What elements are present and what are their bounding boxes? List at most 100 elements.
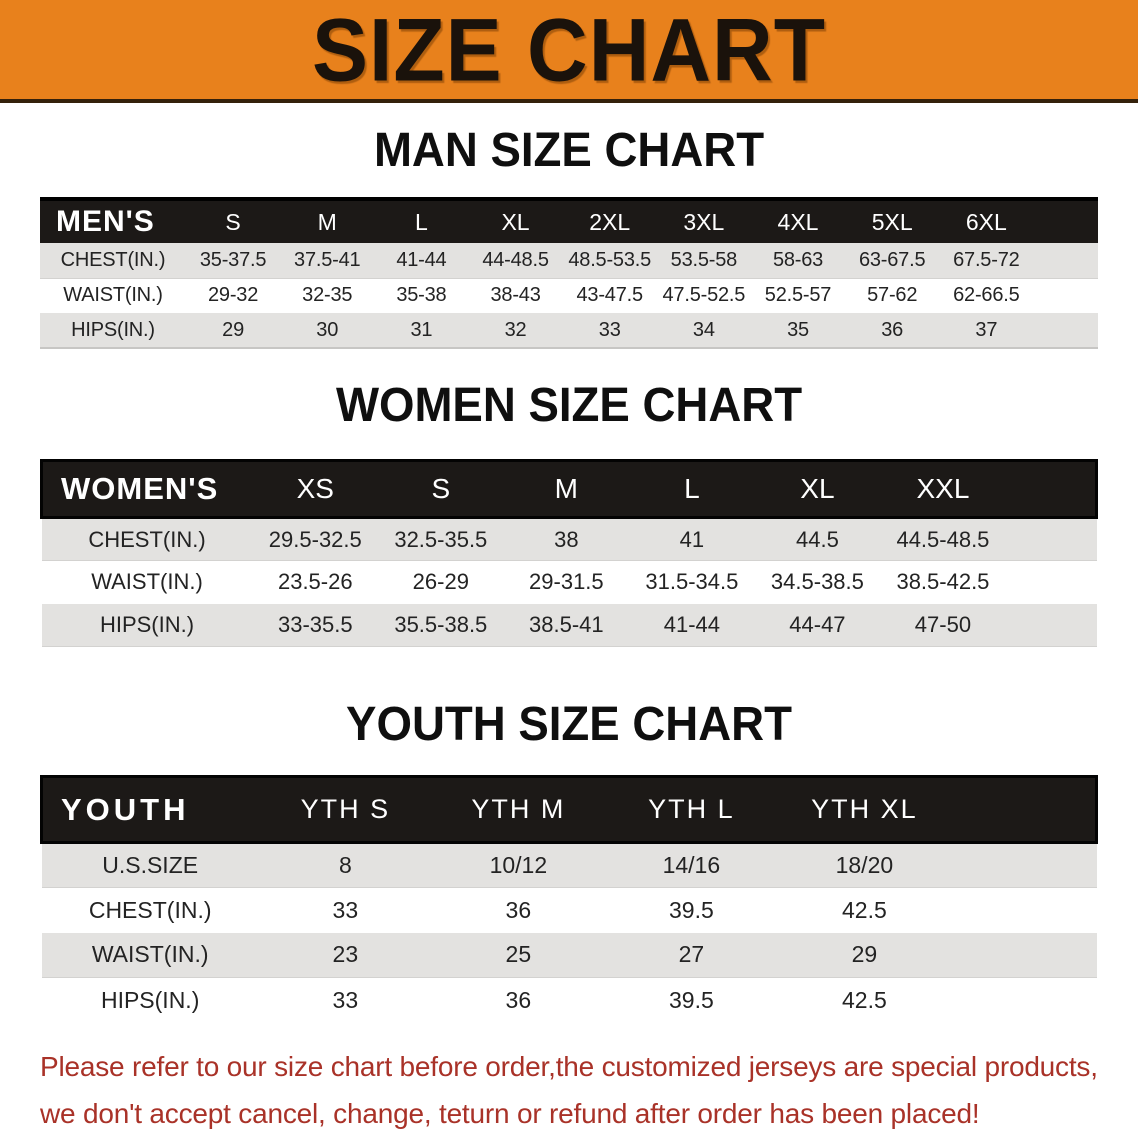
size-cell: 36: [431, 887, 605, 933]
size-cell: 36: [845, 313, 940, 349]
men-hips-row: HIPS(IN.) 29 30 31 32 33 34 35 36 37: [40, 313, 1098, 349]
youth-col-s: YTH S: [258, 775, 432, 844]
men-waist-row: WAIST(IN.) 29-32 32-35 35-38 38-43 43-47…: [40, 278, 1098, 313]
youth-hips-row: HIPS(IN.) 33 36 39.5 42.5: [41, 977, 1097, 1023]
size-cell: 30: [280, 313, 375, 349]
size-cell: 8: [258, 842, 432, 888]
size-cell: 33: [562, 313, 657, 349]
men-chest-row: CHEST(IN.) 35-37.5 37.5-41 41-44 44-48.5…: [40, 243, 1098, 279]
women-col-xxl: XXL: [880, 459, 1006, 519]
size-cell: 36: [431, 977, 605, 1023]
size-cell: 23: [258, 932, 432, 978]
size-cell: 33: [258, 887, 432, 933]
size-cell: 29: [777, 932, 951, 978]
row-spacer: [1033, 278, 1098, 313]
men-col-l: L: [374, 197, 469, 243]
size-cell: 26-29: [378, 560, 504, 604]
size-cell: 32.5-35.5: [378, 517, 504, 561]
youth-table-label: YOUTH: [39, 775, 259, 844]
row-spacer: [950, 932, 1097, 978]
size-cell: 18/20: [777, 842, 951, 888]
size-cell: 44-48.5: [468, 243, 563, 279]
size-cell: 38: [503, 517, 630, 561]
size-cell: 33-35.5: [252, 603, 379, 647]
row-spacer: [1005, 517, 1097, 561]
women-size-table: WOMEN'S XS S M L XL XXL CHEST(IN.) 29.5-…: [39, 459, 1098, 647]
women-chest-row: CHEST(IN.) 29.5-32.5 32.5-35.5 38 41 44.…: [41, 517, 1097, 561]
women-hips-row: HIPS(IN.) 33-35.5 35.5-38.5 38.5-41 41-4…: [41, 603, 1097, 647]
row-label: WAIST(IN.): [41, 932, 259, 978]
size-cell: 52.5-57: [750, 278, 846, 313]
women-col-s: S: [378, 459, 504, 519]
size-cell: 35.5-38.5: [378, 603, 504, 647]
size-cell: 29: [186, 313, 281, 349]
men-col-2xl: 2XL: [562, 197, 657, 243]
size-cell: 32: [468, 313, 563, 349]
women-header-row: WOMEN'S XS S M L XL XXL: [39, 459, 1098, 519]
size-cell: 39.5: [604, 887, 778, 933]
youth-size-table: YOUTH YTH S YTH M YTH L YTH XL U.S.SIZE …: [39, 775, 1098, 1023]
size-cell: 57-62: [845, 278, 940, 313]
size-cell: 58-63: [750, 243, 846, 279]
size-cell: 63-67.5: [845, 243, 940, 279]
row-label: U.S.SIZE: [41, 842, 259, 888]
men-col-s: S: [186, 197, 281, 243]
row-spacer: [1033, 243, 1098, 279]
row-spacer: [1005, 603, 1097, 647]
size-cell: 27: [604, 932, 778, 978]
women-col-m: M: [503, 459, 630, 519]
size-cell: 29.5-32.5: [252, 517, 379, 561]
men-header-row: MEN'S S M L XL 2XL 3XL 4XL 5XL 6XL: [40, 197, 1098, 243]
size-cell: 42.5: [777, 977, 951, 1023]
size-cell: 37: [939, 313, 1034, 349]
row-label: HIPS(IN.): [41, 603, 253, 647]
men-section-heading: MAN SIZE CHART: [373, 124, 765, 177]
size-cell: 42.5: [777, 887, 951, 933]
size-cell: 25: [431, 932, 605, 978]
size-cell: 41-44: [629, 603, 755, 647]
size-cell: 23.5-26: [252, 560, 379, 604]
size-cell: 35: [750, 313, 846, 349]
youth-ussize-row: U.S.SIZE 8 10/12 14/16 18/20: [41, 842, 1097, 888]
size-cell: 31.5-34.5: [629, 560, 755, 604]
men-size-table: MEN'S S M L XL 2XL 3XL 4XL 5XL 6XL CHEST…: [40, 197, 1098, 349]
youth-waist-row: WAIST(IN.) 23 25 27 29: [41, 932, 1097, 978]
size-cell: 41: [629, 517, 755, 561]
women-col-l: L: [629, 459, 755, 519]
youth-col-l: YTH L: [604, 775, 778, 844]
men-col-3xl: 3XL: [656, 197, 751, 243]
women-table-label: WOMEN'S: [39, 459, 253, 519]
size-cell: 10/12: [431, 842, 605, 888]
row-label: WAIST(IN.): [40, 278, 186, 313]
youth-col-m: YTH M: [431, 775, 605, 844]
header-spacer: [950, 775, 1098, 844]
row-spacer: [950, 977, 1097, 1023]
size-cell: 67.5-72: [939, 243, 1034, 279]
men-col-6xl: 6XL: [939, 197, 1034, 243]
size-cell: 34: [656, 313, 751, 349]
row-spacer: [950, 842, 1097, 888]
size-cell: 41-44: [374, 243, 469, 279]
header-spacer: [1005, 459, 1098, 519]
men-col-xl: XL: [468, 197, 563, 243]
size-cell: 43-47.5: [562, 278, 657, 313]
size-cell: 47-50: [880, 603, 1006, 647]
size-cell: 37.5-41: [280, 243, 375, 279]
row-label: CHEST(IN.): [41, 517, 253, 561]
size-cell: 29-31.5: [503, 560, 630, 604]
women-col-xl: XL: [754, 459, 881, 519]
row-label: CHEST(IN.): [40, 243, 186, 279]
men-col-4xl: 4XL: [750, 197, 846, 243]
size-cell: 38.5-41: [503, 603, 630, 647]
youth-col-xl: YTH XL: [777, 775, 951, 844]
row-label: HIPS(IN.): [40, 313, 186, 349]
size-cell: 29-32: [186, 278, 281, 313]
size-cell: 33: [258, 977, 432, 1023]
order-policy-line-2: we don't accept cancel, change, teturn o…: [40, 1097, 980, 1129]
size-cell: 47.5-52.5: [656, 278, 751, 313]
order-policy-note: Please refer to our size chart before or…: [40, 1043, 1138, 1137]
row-spacer: [1033, 313, 1098, 349]
size-chart-banner: SIZE CHART: [0, 0, 1138, 103]
women-col-xs: XS: [252, 459, 379, 519]
men-col-5xl: 5XL: [845, 197, 940, 243]
